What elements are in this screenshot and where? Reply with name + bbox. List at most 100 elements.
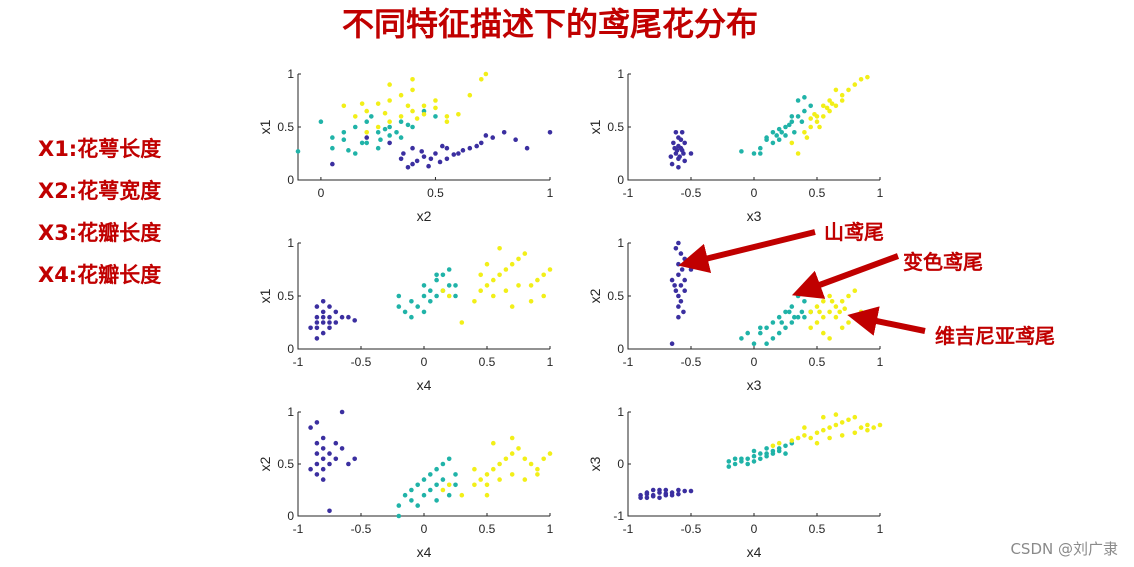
data-point-virginica bbox=[821, 414, 826, 420]
data-point-versicolor bbox=[330, 135, 335, 140]
y-tick-label: 0.5 bbox=[277, 457, 294, 471]
y-tick-label: 0.5 bbox=[607, 120, 624, 134]
data-point-virginica bbox=[541, 293, 546, 299]
data-point-virginica bbox=[503, 288, 509, 294]
data-point-setosa bbox=[676, 487, 681, 493]
page-title: 不同特征描述下的鸢尾花分布 bbox=[341, 5, 758, 43]
data-point-virginica bbox=[833, 304, 839, 309]
data-point-versicolor bbox=[453, 293, 458, 299]
data-point-versicolor bbox=[776, 126, 782, 132]
data-point-versicolor bbox=[758, 330, 763, 336]
data-point-versicolor bbox=[764, 453, 769, 459]
data-point-virginica bbox=[808, 124, 813, 130]
data-point-versicolor bbox=[776, 330, 782, 336]
data-point-versicolor bbox=[415, 482, 421, 488]
data-point-virginica bbox=[484, 492, 490, 498]
versicolor-arrow bbox=[791, 253, 900, 299]
data-point-versicolor bbox=[770, 140, 776, 146]
data-point-setosa bbox=[308, 425, 313, 430]
data-point-setosa bbox=[339, 409, 345, 415]
x-tick-label: -0.5 bbox=[351, 522, 372, 536]
data-point-versicolor bbox=[415, 503, 421, 508]
data-point-virginica bbox=[491, 440, 496, 446]
data-point-versicolor bbox=[802, 299, 807, 304]
data-point-setosa bbox=[671, 140, 676, 146]
data-point-setosa bbox=[330, 161, 335, 167]
data-point-versicolor bbox=[776, 448, 782, 454]
data-point-versicolor bbox=[341, 130, 347, 135]
y-axis-label: x3 bbox=[587, 456, 603, 471]
x-tick-label: 0 bbox=[751, 186, 758, 200]
data-point-versicolor bbox=[726, 464, 732, 469]
data-point-setosa bbox=[339, 314, 345, 320]
data-point-virginica bbox=[541, 272, 546, 278]
data-point-virginica bbox=[398, 114, 404, 119]
data-point-versicolor bbox=[783, 133, 788, 138]
data-point-virginica bbox=[405, 103, 411, 109]
data-point-virginica bbox=[444, 114, 450, 119]
data-point-virginica bbox=[459, 492, 465, 498]
data-point-virginica bbox=[528, 283, 534, 288]
data-point-virginica bbox=[478, 477, 484, 482]
data-point-setosa bbox=[524, 145, 530, 151]
data-point-versicolor bbox=[396, 503, 402, 508]
data-point-virginica bbox=[359, 101, 365, 106]
data-point-versicolor bbox=[378, 137, 383, 143]
data-point-virginica bbox=[535, 277, 540, 283]
x-tick-label: 0 bbox=[751, 355, 758, 369]
x-tick-label: 0.5 bbox=[479, 522, 496, 536]
y-tick-label: 0 bbox=[287, 173, 294, 187]
data-point-setosa bbox=[669, 161, 675, 167]
data-point-setosa bbox=[333, 320, 339, 325]
data-point-versicolor bbox=[795, 114, 801, 119]
data-point-setosa bbox=[314, 472, 320, 477]
data-point-setosa bbox=[314, 440, 320, 446]
data-point-versicolor bbox=[764, 341, 769, 347]
data-point-versicolor bbox=[428, 288, 433, 294]
data-point-virginica bbox=[387, 98, 392, 103]
data-point-setosa bbox=[421, 154, 427, 159]
data-point-setosa bbox=[688, 151, 694, 156]
data-point-setosa bbox=[657, 495, 662, 501]
y-tick-label: 1 bbox=[287, 236, 294, 250]
data-point-setosa bbox=[682, 277, 687, 283]
data-point-virginica bbox=[817, 124, 822, 130]
feature-x4-label: X4:花瓣长度 bbox=[38, 263, 162, 287]
data-point-virginica bbox=[833, 412, 839, 417]
data-point-virginica bbox=[827, 108, 832, 114]
data-point-setosa bbox=[444, 156, 450, 162]
data-point-setosa bbox=[478, 140, 484, 146]
data-point-versicolor bbox=[359, 140, 365, 146]
data-point-virginica bbox=[865, 427, 870, 433]
data-point-versicolor bbox=[792, 314, 797, 320]
data-point-versicolor bbox=[369, 114, 374, 119]
data-point-virginica bbox=[509, 304, 515, 309]
data-point-virginica bbox=[509, 472, 515, 477]
data-point-setosa bbox=[320, 456, 326, 462]
data-point-virginica bbox=[827, 309, 832, 315]
data-point-virginica bbox=[829, 299, 835, 304]
data-point-setosa bbox=[663, 487, 669, 493]
data-point-virginica bbox=[509, 451, 515, 456]
data-point-setosa bbox=[414, 158, 420, 164]
data-point-virginica bbox=[814, 430, 820, 436]
y-tick-label: 0.5 bbox=[277, 289, 294, 303]
data-point-setosa bbox=[673, 130, 679, 135]
x-tick-label: 1 bbox=[547, 186, 554, 200]
x-axis-label: x3 bbox=[747, 377, 762, 393]
y-tick-label: 1 bbox=[617, 67, 624, 81]
x-axis-label: x3 bbox=[747, 208, 762, 224]
data-point-setosa bbox=[483, 133, 489, 138]
x-tick-label: 0.5 bbox=[809, 355, 826, 369]
data-point-virginica bbox=[833, 422, 839, 428]
data-point-virginica bbox=[846, 293, 851, 299]
data-point-virginica bbox=[382, 110, 388, 116]
data-point-versicolor bbox=[745, 456, 750, 462]
data-point-versicolor bbox=[421, 309, 427, 315]
data-point-virginica bbox=[795, 151, 801, 156]
data-point-versicolor bbox=[398, 135, 404, 140]
x-axis-label: x4 bbox=[747, 544, 762, 560]
data-point-virginica bbox=[516, 283, 521, 288]
